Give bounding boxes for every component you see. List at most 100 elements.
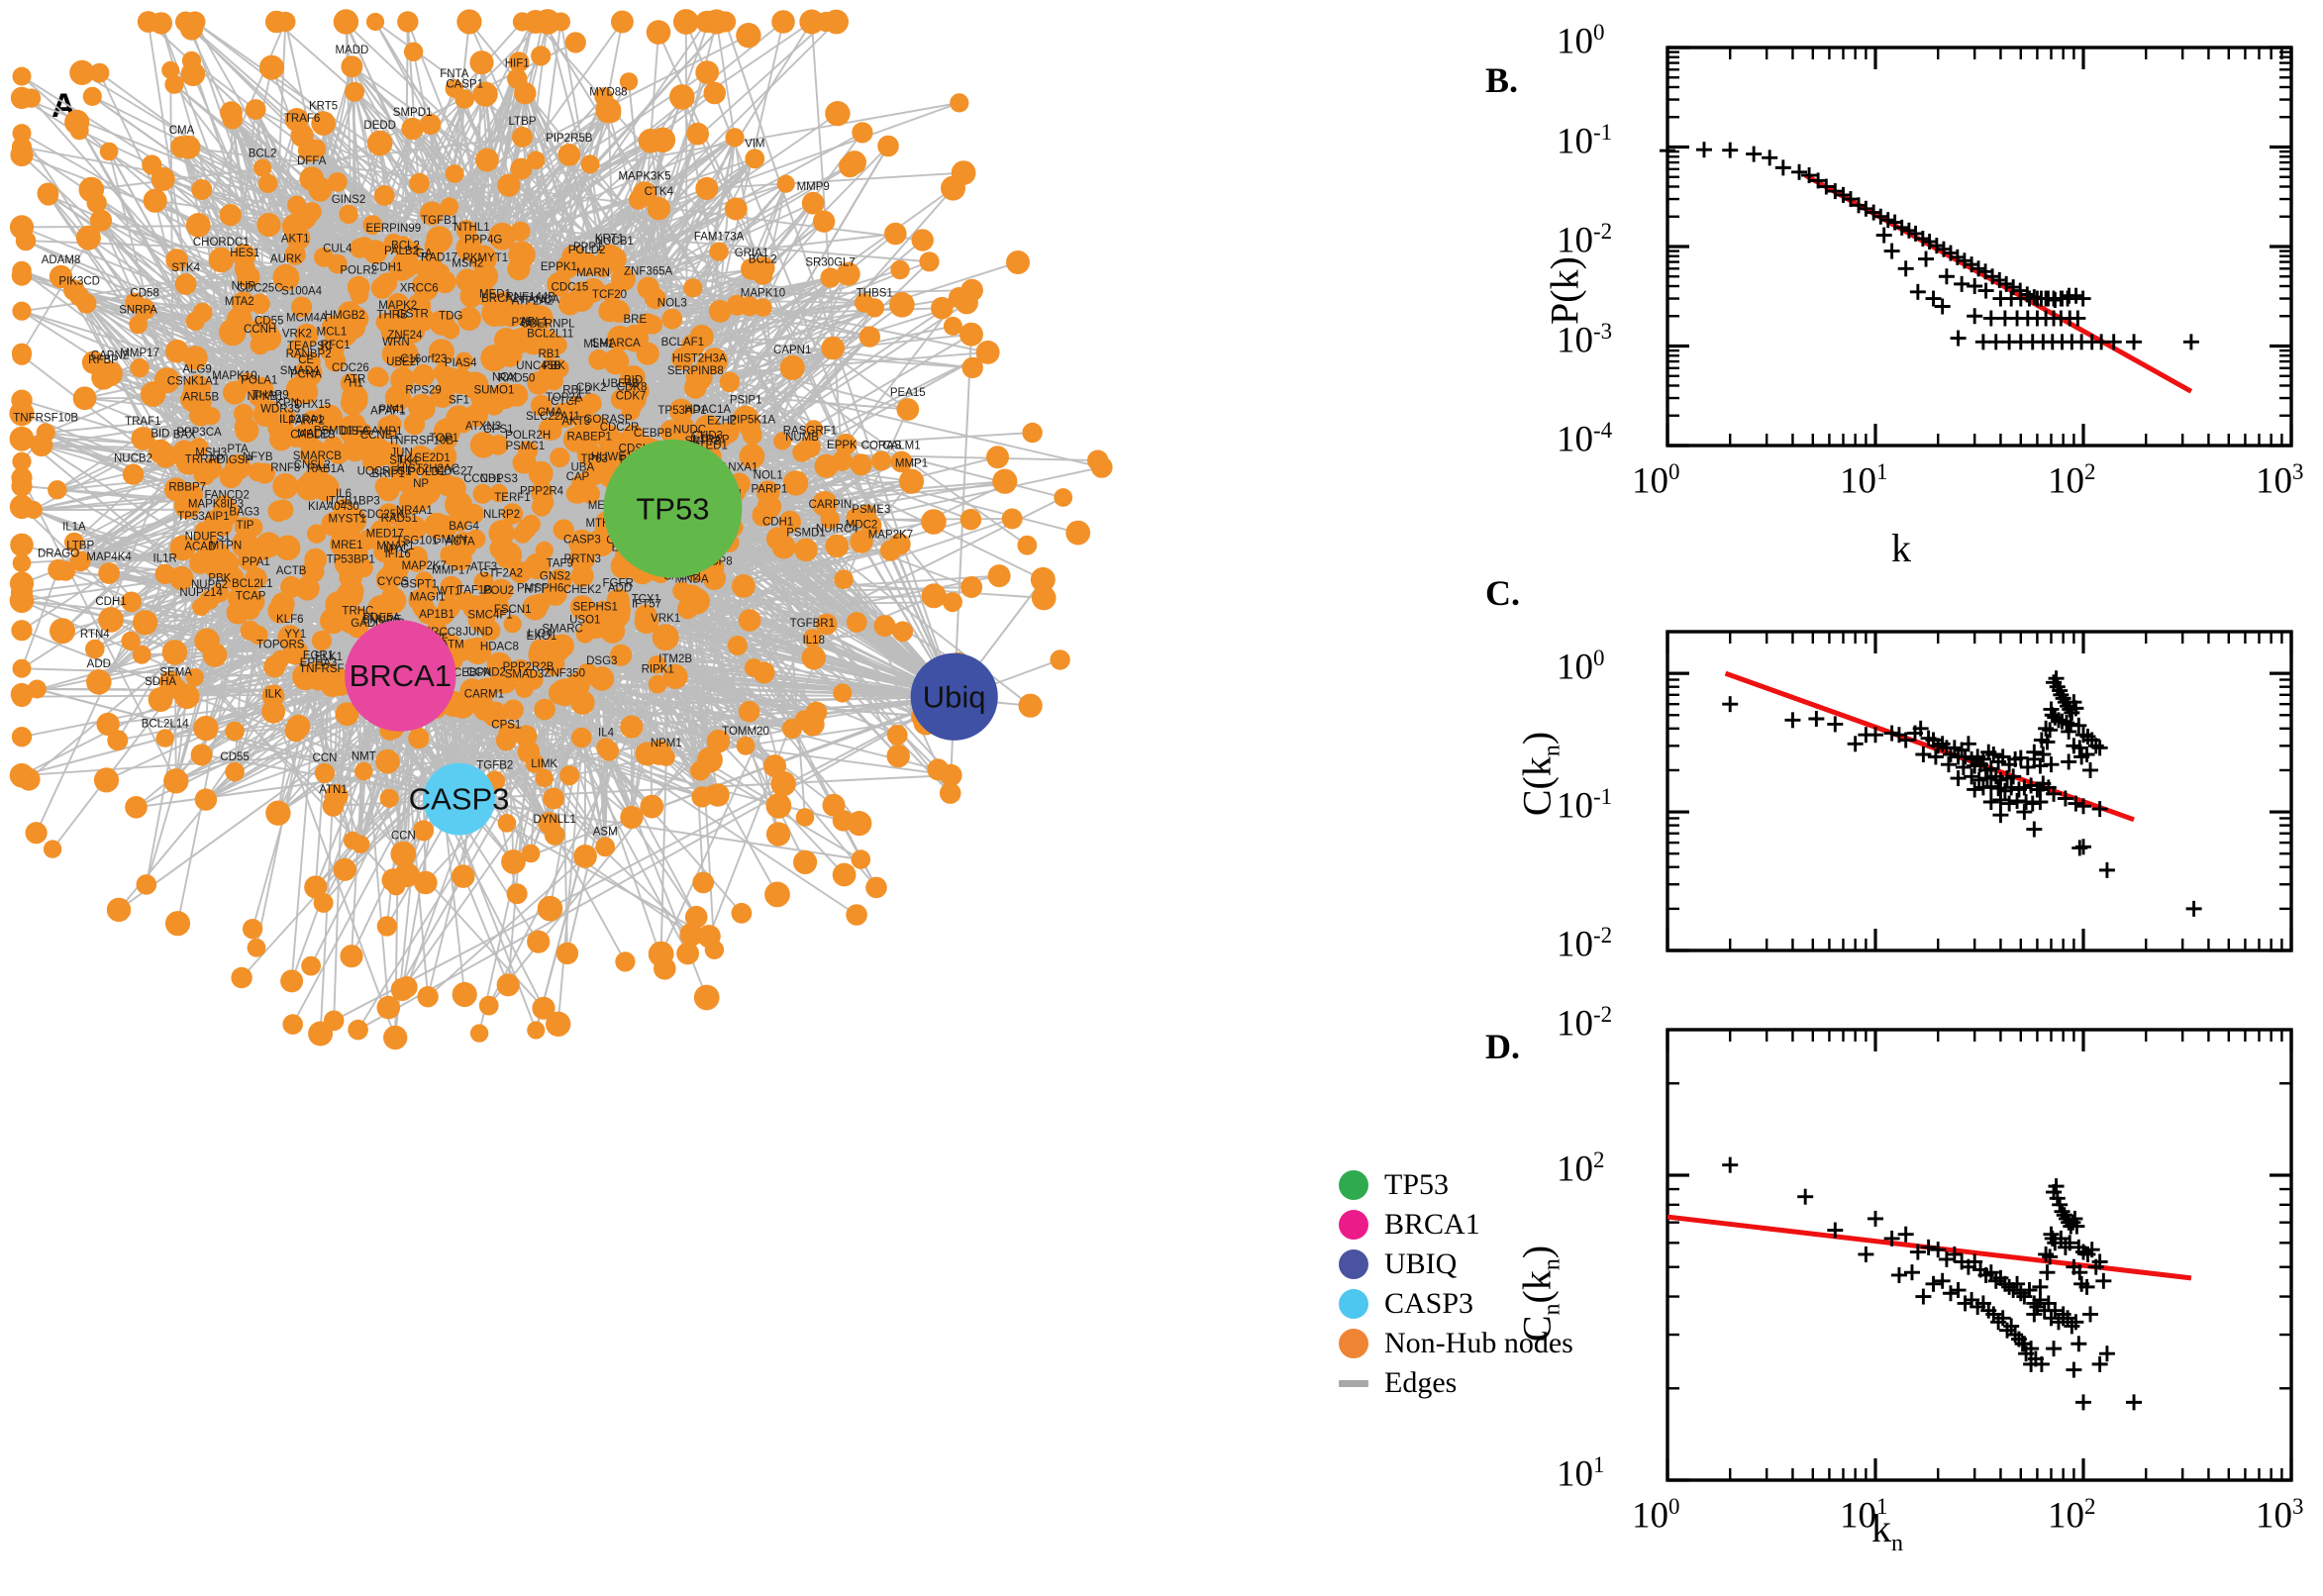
- network-node[interactable]: [12, 658, 32, 678]
- network-node[interactable]: [583, 414, 602, 434]
- network-node[interactable]: [684, 376, 707, 399]
- network-node[interactable]: [607, 325, 633, 351]
- network-node[interactable]: [603, 349, 630, 375]
- network-node[interactable]: [442, 321, 460, 340]
- network-node[interactable]: [890, 450, 913, 473]
- network-node[interactable]: [960, 576, 983, 598]
- network-node[interactable]: [598, 299, 621, 323]
- network-node[interactable]: [527, 371, 551, 395]
- network-node[interactable]: [834, 569, 854, 589]
- network-node[interactable]: [835, 433, 858, 455]
- network-node[interactable]: [320, 673, 344, 698]
- network-node[interactable]: [89, 209, 113, 232]
- network-node[interactable]: [776, 174, 795, 193]
- network-node[interactable]: [695, 10, 718, 34]
- network-node[interactable]: [9, 571, 35, 596]
- network-node[interactable]: [527, 930, 551, 953]
- network-node[interactable]: [689, 324, 714, 349]
- network-node[interactable]: [367, 366, 387, 387]
- network-node[interactable]: [745, 149, 765, 169]
- network-node[interactable]: [350, 285, 369, 304]
- network-node[interactable]: [706, 729, 731, 753]
- network-node[interactable]: [202, 407, 221, 426]
- network-node[interactable]: [421, 463, 444, 485]
- network-node[interactable]: [11, 727, 33, 748]
- network-node[interactable]: [531, 496, 553, 517]
- network-node[interactable]: [455, 220, 477, 242]
- network-node[interactable]: [384, 311, 411, 338]
- network-graph[interactable]: ARL5BTAF1BCMAMAGI1MCM4ADHX15ALG9RNF144BC…: [0, 0, 1446, 1386]
- network-node[interactable]: [327, 172, 348, 192]
- network-node[interactable]: [391, 507, 411, 527]
- network-node[interactable]: [884, 222, 907, 246]
- network-node[interactable]: [225, 453, 252, 481]
- network-node[interactable]: [258, 54, 284, 80]
- network-node[interactable]: [886, 744, 910, 768]
- network-node[interactable]: [486, 651, 513, 678]
- network-node[interactable]: [824, 9, 849, 35]
- network-node[interactable]: [191, 179, 213, 200]
- network-node[interactable]: [202, 643, 228, 667]
- network-node[interactable]: [596, 738, 616, 758]
- network-node[interactable]: [620, 805, 644, 830]
- network-node[interactable]: [397, 11, 419, 33]
- network-hub-ubiq[interactable]: Ubiq: [910, 652, 998, 741]
- network-node[interactable]: [395, 976, 418, 998]
- network-node[interactable]: [736, 736, 756, 755]
- network-node[interactable]: [534, 698, 556, 721]
- network-node[interactable]: [683, 587, 710, 615]
- network-node[interactable]: [886, 724, 908, 746]
- network-node[interactable]: [548, 568, 572, 594]
- network-node[interactable]: [812, 210, 836, 233]
- network-node[interactable]: [620, 385, 647, 412]
- network-node[interactable]: [12, 426, 32, 446]
- network-node[interactable]: [804, 420, 824, 440]
- network-node[interactable]: [547, 272, 571, 297]
- network-node[interactable]: [792, 443, 812, 462]
- network-node[interactable]: [495, 730, 517, 751]
- network-node[interactable]: [255, 532, 282, 558]
- network-node[interactable]: [463, 503, 484, 525]
- network-node[interactable]: [652, 624, 679, 651]
- network-node[interactable]: [256, 213, 281, 238]
- network-node[interactable]: [858, 326, 880, 348]
- network-node[interactable]: [311, 630, 333, 651]
- network-node[interactable]: [340, 390, 365, 416]
- network-node[interactable]: [278, 408, 297, 427]
- network-node[interactable]: [245, 99, 266, 120]
- network-node[interactable]: [9, 588, 35, 613]
- network-node[interactable]: [38, 185, 59, 206]
- network-node[interactable]: [385, 550, 405, 571]
- network-node[interactable]: [959, 322, 983, 347]
- network-node[interactable]: [544, 422, 562, 441]
- network-node[interactable]: [11, 620, 33, 642]
- network-node[interactable]: [770, 770, 796, 797]
- network-node[interactable]: [814, 453, 839, 478]
- network-node[interactable]: [228, 586, 252, 611]
- network-node[interactable]: [692, 871, 715, 894]
- network-node[interactable]: [543, 787, 564, 810]
- network-node[interactable]: [48, 480, 67, 500]
- network-node[interactable]: [96, 712, 120, 737]
- network-node[interactable]: [436, 474, 458, 497]
- network-node[interactable]: [219, 204, 242, 227]
- network-node[interactable]: [75, 225, 101, 250]
- network-node[interactable]: [240, 620, 260, 641]
- network-node[interactable]: [752, 504, 775, 527]
- network-node[interactable]: [9, 494, 35, 520]
- network-node[interactable]: [472, 483, 493, 504]
- network-node[interactable]: [12, 346, 32, 365]
- network-node[interactable]: [601, 247, 627, 272]
- network-node[interactable]: [815, 613, 838, 636]
- network-node[interactable]: [389, 255, 414, 281]
- network-node[interactable]: [793, 849, 818, 875]
- network-hub-nodes-layer[interactable]: TP53 BRCA1 Ubiq CASP3: [345, 439, 998, 836]
- network-node[interactable]: [379, 587, 407, 614]
- network-node[interactable]: [472, 81, 498, 107]
- network-node[interactable]: [879, 540, 902, 561]
- network-node[interactable]: [595, 424, 621, 449]
- network-node[interactable]: [851, 849, 871, 869]
- network-node[interactable]: [412, 363, 436, 387]
- network-node[interactable]: [434, 515, 457, 539]
- network-node[interactable]: [148, 687, 173, 712]
